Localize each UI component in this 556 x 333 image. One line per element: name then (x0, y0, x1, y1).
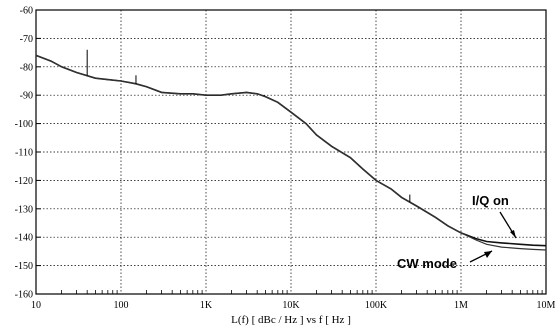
y-tick-label: -100 (15, 119, 33, 130)
x-tick-label: 100 (114, 300, 129, 311)
spur-layer (86, 49, 411, 203)
x-tick-label: 10M (537, 300, 556, 311)
y-tick-label: -120 (15, 176, 33, 187)
y-tick-label: -140 (15, 233, 33, 244)
annotation-cw-mode: CW mode (397, 256, 457, 271)
y-tick-labels: -60 -70 -80 -90 -100 -110 -120 -130 -140 -150 -160 (15, 6, 33, 301)
y-tick-label: -90 (20, 91, 33, 102)
x-tick-label: 10K (282, 300, 300, 311)
y-tick-label: -60 (20, 6, 33, 17)
x-axis-label: L(f) [ dBc / Hz ] vs f [ Hz ] (231, 314, 351, 326)
y-tick-label: -130 (15, 204, 33, 215)
y-tick-label: -160 (15, 290, 33, 301)
x-tick-label: 1K (200, 300, 213, 311)
x-tick-labels: 10 100 1K 10K 100K 1M 10M (31, 300, 556, 311)
annotation-iq-on-arrowhead (510, 230, 516, 238)
series-layer (35, 54, 547, 251)
x-tick-label: 100K (365, 300, 388, 311)
grid-layer (36, 9, 546, 295)
annotation-iq-on: I/Q on (472, 193, 509, 208)
annotation-cw-mode-arrowhead (484, 251, 492, 258)
y-tick-label: -70 (20, 34, 33, 45)
x-tick-label: 1M (454, 300, 468, 311)
y-tick-label: -80 (20, 62, 33, 73)
y-tick-label: -150 (15, 261, 33, 272)
x-tick-label: 10 (31, 300, 41, 311)
y-tick-label: -110 (15, 148, 33, 159)
series-line-cw-mode (35, 54, 547, 251)
